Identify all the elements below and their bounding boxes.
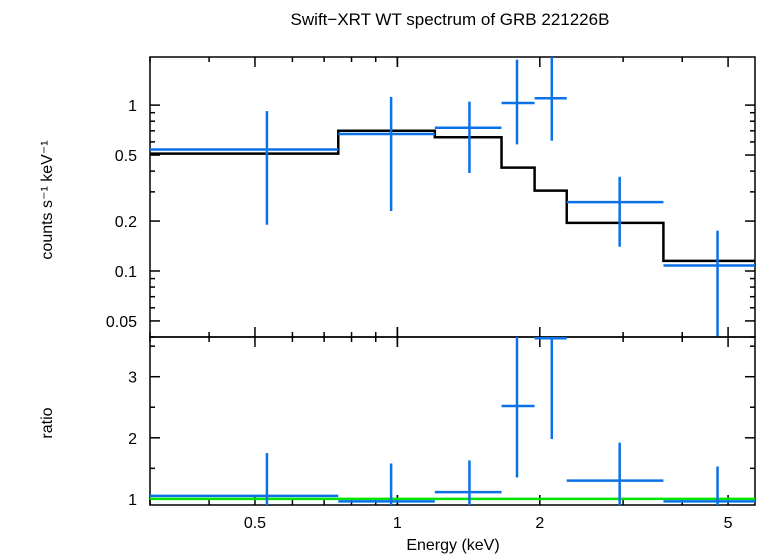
x-tick-label: 0.5 <box>244 515 266 532</box>
y-tick-label: 0.5 <box>115 148 137 165</box>
y-tick-label: 0.2 <box>115 214 137 231</box>
ratio-panel: 0.5 1 2 5 1 2 3 <box>128 336 756 532</box>
x-tick-label: 5 <box>724 515 733 532</box>
ratio-frame <box>149 336 756 506</box>
y-axis-label-ratio: ratio <box>39 407 56 438</box>
model-histogram <box>150 129 755 263</box>
y-tick-label: 2 <box>128 431 137 448</box>
y-tick-label: 1 <box>128 492 137 509</box>
y-tick-label: 1 <box>128 98 137 115</box>
x-axis-label: Energy (keV) <box>406 537 499 554</box>
y-tick-label: 0.05 <box>106 314 137 331</box>
spectrum-frame <box>149 56 756 338</box>
x-tick-label: 2 <box>535 515 544 532</box>
y-axis-label-counts: counts s⁻¹ keV⁻¹ <box>39 140 56 259</box>
x-tick-label: 1 <box>393 515 402 532</box>
chart-title: Swift−XRT WT spectrum of GRB 221226B <box>291 10 610 29</box>
spectrum-panel: 0.05 0.1 0.2 0.5 1 <box>106 56 756 338</box>
y-tick-label: 0.1 <box>115 264 137 281</box>
y-tick-label: 3 <box>128 370 137 387</box>
